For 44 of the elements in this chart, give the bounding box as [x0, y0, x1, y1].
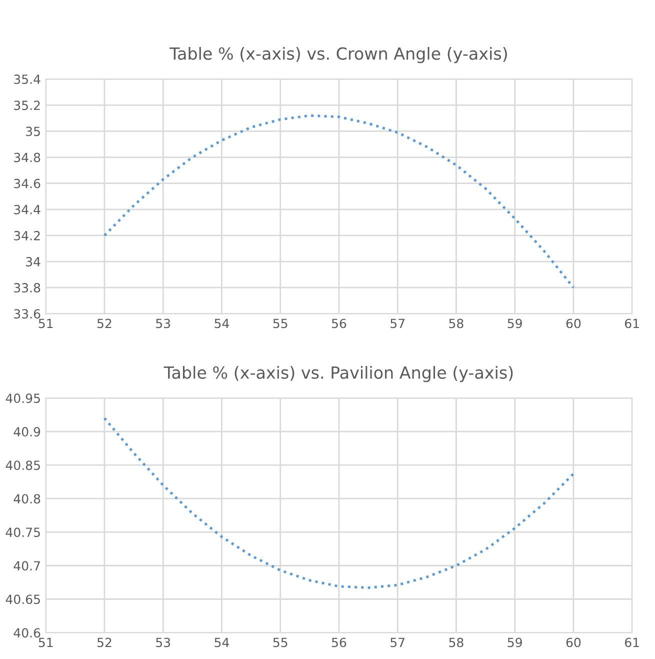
x-tick-label: 56 [332, 638, 346, 648]
x-tick-label: 58 [449, 318, 464, 328]
y-tick-label: 34.6 [14, 178, 40, 188]
y-tick-label: 40.9 [14, 427, 40, 437]
x-tick-label: 59 [508, 638, 522, 648]
x-tick-label: 54 [214, 638, 229, 648]
y-tick-label: 34.8 [14, 152, 40, 162]
x-tick-label: 51 [38, 318, 53, 328]
x-tick-label: 54 [214, 318, 229, 328]
x-tick-label: 52 [97, 638, 112, 648]
y-tick-label: 33.8 [14, 283, 40, 293]
y-tick-label: 34.2 [14, 230, 40, 240]
x-tick-label: 53 [156, 318, 170, 328]
x-tick-label: 61 [624, 318, 639, 328]
y-tick-label: 34 [26, 256, 40, 266]
x-tick-label: 60 [566, 638, 581, 648]
y-tick-label: 40.65 [6, 594, 40, 604]
x-tick-label: 57 [390, 638, 404, 648]
chart-title: Table % (x-axis) vs. Pavilion Angle (y-axis) [164, 366, 513, 382]
x-tick-label: 60 [566, 318, 581, 328]
y-tick-label: 35.4 [14, 74, 40, 84]
y-tick-label: 40.75 [6, 528, 40, 538]
y-tick-label: 35.2 [14, 100, 40, 110]
x-tick-label: 55 [273, 638, 288, 648]
x-tick-label: 61 [624, 638, 639, 648]
line-series [103, 114, 575, 289]
y-tick-label: 40.7 [14, 561, 40, 571]
x-tick-label: 58 [449, 638, 464, 648]
y-tick-label: 40.85 [6, 460, 40, 470]
x-tick-label: 51 [38, 638, 53, 648]
chart-title: Table % (x-axis) vs. Crown Angle (y-axis) [170, 46, 507, 64]
y-tick-label: 34.4 [14, 204, 40, 214]
x-tick-label: 56 [332, 318, 346, 328]
y-tick-label: 33.6 [14, 309, 40, 319]
y-tick-label: 40.95 [6, 394, 40, 404]
x-tick-label: 59 [508, 318, 522, 328]
y-tick-label: 40.6 [14, 628, 40, 638]
y-tick-label: 35 [26, 126, 40, 136]
x-tick-label: 52 [97, 318, 112, 328]
x-tick-label: 55 [273, 318, 288, 328]
line-series [103, 416, 575, 589]
x-tick-label: 57 [390, 318, 404, 328]
y-tick-label: 40.8 [14, 494, 40, 504]
x-tick-label: 53 [156, 638, 170, 648]
